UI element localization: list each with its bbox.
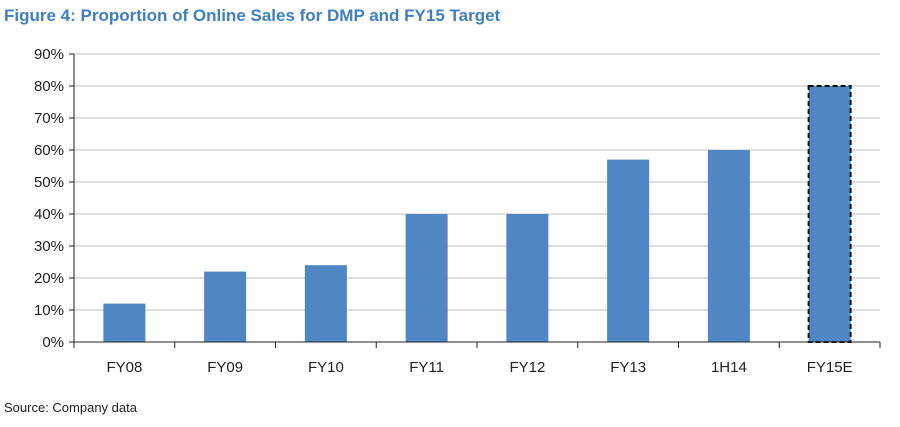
- bar-fy12: [506, 214, 549, 342]
- bar-fy09: [204, 271, 247, 342]
- axes: [69, 53, 881, 348]
- x-tick-label: FY08: [106, 359, 142, 376]
- x-tick-label: 1H14: [711, 359, 747, 376]
- bar-fy08: [103, 303, 146, 342]
- source-note: Source: Company data: [4, 400, 137, 415]
- x-tick-label: FY10: [308, 359, 344, 376]
- gridlines: [74, 53, 880, 311]
- y-tick-label: 80%: [34, 78, 64, 95]
- y-tick-label: 50%: [34, 174, 64, 191]
- x-tick-label: FY09: [207, 359, 243, 376]
- bars: [103, 85, 852, 343]
- y-tick-label: 30%: [34, 238, 64, 255]
- y-tick-label: 20%: [34, 270, 64, 287]
- x-tick-label: FY11: [409, 359, 444, 376]
- chart-title: Figure 4: Proportion of Online Sales for…: [4, 6, 501, 25]
- bar-1h14: [707, 150, 750, 342]
- y-tick-label: 0%: [42, 334, 64, 351]
- x-tick-label: FY15E: [807, 359, 853, 376]
- y-tick-label: 70%: [34, 110, 64, 127]
- bar-fy13: [607, 159, 650, 342]
- bar-fy10: [304, 265, 347, 342]
- x-tick-label: FY12: [509, 359, 545, 376]
- y-tick-label: 60%: [34, 142, 64, 159]
- y-tick-label: 90%: [34, 46, 64, 63]
- x-axis-tick-labels: FY08 FY09 FY10 FY11 FY12 FY13 1H14 FY15E: [106, 359, 852, 376]
- y-tick-label: 40%: [34, 206, 64, 223]
- y-tick-label: 10%: [34, 302, 64, 319]
- x-tick-label: FY13: [610, 359, 646, 376]
- bar-fy11: [405, 214, 448, 342]
- y-axis-tick-labels: 0% 10% 20% 30% 40% 50% 60% 70% 80% 90%: [34, 46, 64, 351]
- bar-estimate-fy15e: [807, 85, 852, 343]
